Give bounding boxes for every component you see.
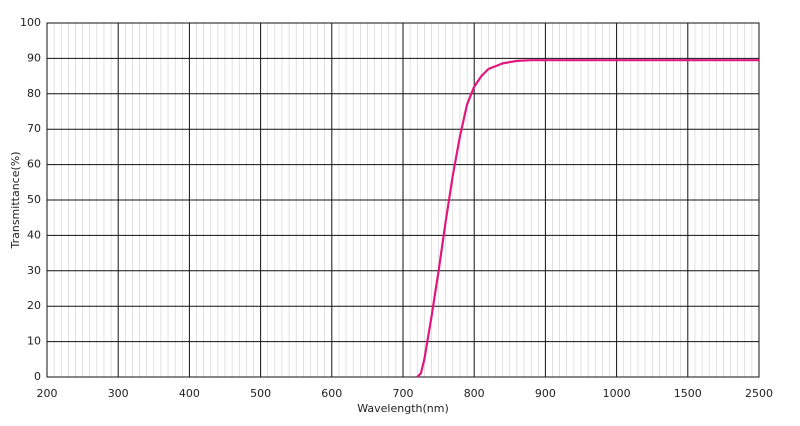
y-tick-label: 30 [27,264,41,277]
y-axis-label: Transmittance(%) [9,151,22,249]
x-tick-label: 900 [535,387,556,400]
y-tick-label: 50 [27,193,41,206]
y-tick-label: 10 [27,335,41,348]
y-tick-label: 0 [34,370,41,383]
x-axis-label: Wavelength(nm) [357,402,449,415]
x-tick-label: 300 [108,387,129,400]
y-tick-label: 60 [27,158,41,171]
y-tick-label: 90 [27,51,41,64]
y-tick-label: 40 [27,228,41,241]
data-line [416,59,759,378]
x-tick-label: 1000 [603,387,631,400]
y-tick-label: 20 [27,299,41,312]
x-tick-label: 600 [321,387,342,400]
x-tick-label: 200 [37,387,58,400]
y-tick-label: 80 [27,87,41,100]
x-tick-label: 400 [179,387,200,400]
x-tick-label: 500 [250,387,271,400]
x-tick-label: 700 [393,387,414,400]
x-tick-label: 800 [464,387,485,400]
x-tick-label: 1500 [674,387,702,400]
plot-frame [46,22,760,378]
y-tick-label: 70 [27,122,41,135]
x-tick-label: 2500 [745,387,773,400]
y-tick-label: 100 [20,16,41,29]
